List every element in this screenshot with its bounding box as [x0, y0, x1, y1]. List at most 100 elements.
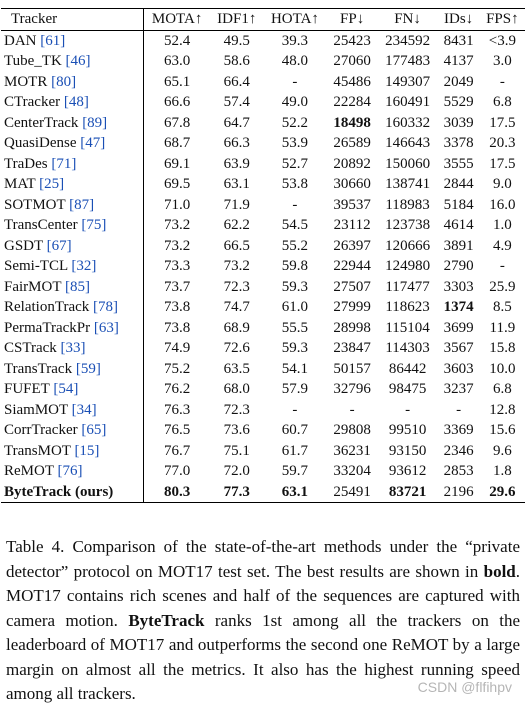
metric-cell: 53.8	[281, 176, 309, 192]
tracker-name: GSDT	[4, 237, 43, 254]
table-body: DAN [61] 52.4 49.5 39.3 25423 234592 8431 <3.9 T…	[1, 30, 525, 503]
results-table: Tracker MOTA↑ IDF1↑ HOTA↑ FP↓ FN↓ IDs↓ FPS↑ DAN…	[1, 8, 525, 503]
metric-cell: 50157	[333, 360, 371, 377]
metric-cell: 3891	[443, 237, 474, 254]
tracker-name-cell: TransMOT [15]	[1, 441, 143, 462]
metric-cell: 25423	[333, 32, 371, 49]
tracker-name-cell: SOTMOT [87]	[1, 195, 143, 216]
table-row: Semi-TCL [32] 73.3 73.2 59.8 22944 124980 2790…	[1, 256, 525, 277]
metric-cell: 160491	[385, 94, 431, 110]
table-row: TransCenter [75] 73.2 62.2 54.5 23112 123738 4…	[1, 215, 525, 236]
citation-link[interactable]: [54]	[53, 381, 79, 397]
metric-cell: 73.3	[142, 256, 211, 277]
citation-link[interactable]: [76]	[57, 463, 83, 479]
citation-link[interactable]: [67]	[46, 237, 72, 254]
metric-cell: 26397	[333, 237, 371, 254]
metric-cell: 52.4	[142, 30, 211, 51]
citation-link[interactable]: [85]	[64, 278, 90, 295]
metric-cell: 63.5	[223, 360, 250, 377]
tracker-name: QuasiDense	[4, 135, 77, 151]
metric-cell: 74.9	[142, 338, 211, 359]
citation-link[interactable]: [63]	[93, 319, 119, 336]
metric-cell: 3378	[443, 135, 474, 151]
caption-part-2: . MOT17 contains rich scenes and half of…	[6, 561, 520, 630]
table-row: PermaTrackPr [63] 73.8 68.9 55.5 28998 115104…	[1, 317, 525, 339]
citation-link[interactable]: [75]	[81, 217, 107, 233]
metric-cell: 150060	[385, 155, 431, 172]
metric-cell: 20.3	[489, 135, 516, 151]
metric-cell: 123738	[385, 217, 431, 233]
citation-link[interactable]: [78]	[93, 299, 119, 315]
table-figure: Tracker MOTA↑ IDF1↑ HOTA↑ FP↓ FN↓ IDs↓ FPS↑ DAN…	[1, 8, 525, 503]
citation-link[interactable]: [89]	[82, 114, 108, 131]
metric-cell: 66.6	[142, 92, 211, 113]
metric-cell: 71.0	[142, 194, 211, 215]
citation-link[interactable]: [47]	[80, 135, 106, 151]
metric-cell: 2346	[443, 442, 474, 459]
metric-cell: 65.1	[142, 71, 211, 92]
metric-cell: 3369	[443, 422, 474, 438]
metric-cell: 11.9	[489, 319, 516, 336]
metric-cell: 73.8	[142, 297, 211, 318]
caption-bold-2: ByteTrack	[128, 610, 205, 630]
metric-cell: 73.2	[142, 235, 211, 256]
citation-link[interactable]: [87]	[69, 196, 95, 213]
metric-cell: 1.8	[492, 463, 512, 479]
tracker-name-cell: QuasiDense [47]	[1, 133, 143, 154]
metric-cell: 72.6	[223, 340, 250, 356]
citation-link[interactable]: [61]	[40, 32, 66, 49]
tracker-name: CTracker	[4, 94, 61, 110]
tracker-name: TransCenter	[4, 217, 78, 233]
tracker-name-cell: ReMOT [76]	[1, 461, 143, 482]
citation-link[interactable]: [48]	[63, 94, 89, 110]
metric-cell: 115104	[385, 319, 430, 336]
metric-cell: 26589	[333, 135, 371, 151]
table-row: RelationTrack [78] 73.8 74.7 61.0 27999 11862…	[1, 297, 525, 318]
citation-link[interactable]: [33]	[60, 340, 86, 356]
table-row: DAN [61] 52.4 49.5 39.3 25423 234592 8431 <3.9	[1, 30, 525, 51]
column-header-6: IDs↓	[444, 11, 474, 27]
tracker-name: ReMOT	[4, 463, 54, 479]
citation-link[interactable]: [46]	[65, 53, 91, 69]
tracker-name-cell: TransTrack [59]	[1, 359, 143, 380]
metric-cell: 73.2	[223, 258, 250, 274]
tracker-name: SOTMOT	[4, 196, 66, 213]
metric-cell: 72.3	[223, 401, 250, 418]
citation-link[interactable]: [25]	[39, 176, 65, 192]
citation-link[interactable]: [65]	[81, 422, 107, 438]
metric-cell: 75.2	[142, 358, 211, 379]
metric-cell: 118983	[385, 196, 430, 213]
metric-cell: 3567	[443, 340, 474, 356]
citation-link[interactable]: [80]	[51, 73, 77, 90]
metric-cell: 1374	[443, 299, 474, 315]
citation-link[interactable]: [34]	[71, 401, 97, 418]
tracker-name-cell: TransCenter [75]	[1, 215, 143, 236]
citation-link[interactable]: [59]	[75, 360, 101, 377]
metric-cell: 45486	[333, 73, 371, 90]
metric-cell: 234592	[385, 32, 431, 49]
metric-cell: 138741	[385, 176, 431, 192]
tracker-name: CorrTracker	[4, 422, 78, 438]
metric-cell: 22284	[333, 94, 371, 110]
metric-cell: 39537	[333, 196, 371, 213]
tracker-name-cell: PermaTrackPr [63]	[1, 318, 143, 339]
tracker-name: FairMOT	[4, 278, 62, 295]
metric-cell: 63.1	[281, 483, 309, 500]
metric-cell: 61.0	[281, 299, 309, 315]
metric-cell: 114303	[385, 340, 430, 356]
tracker-name: TransMOT	[4, 442, 71, 459]
metric-cell: 12.8	[489, 401, 516, 418]
metric-cell: 48.0	[281, 53, 309, 69]
column-header-1: MOTA↑	[142, 8, 211, 30]
metric-cell: 5529	[443, 94, 474, 110]
column-header-5: FN↓	[394, 11, 421, 27]
citation-link[interactable]: [15]	[74, 442, 100, 459]
metric-cell: 49.0	[281, 94, 309, 110]
table-row: MOTR [80] 65.1 66.4-45486 149307 2049-	[1, 71, 525, 92]
metric-cell: 49.5	[223, 32, 250, 49]
table-row: MAT [25] 69.5 63.1 53.8 30660 138741 2844 9.0	[1, 174, 525, 195]
citation-link[interactable]: [32]	[71, 258, 97, 274]
metric-cell: 25.9	[489, 278, 516, 295]
metric-cell: 80.3	[142, 481, 211, 503]
citation-link[interactable]: [71]	[51, 155, 77, 172]
